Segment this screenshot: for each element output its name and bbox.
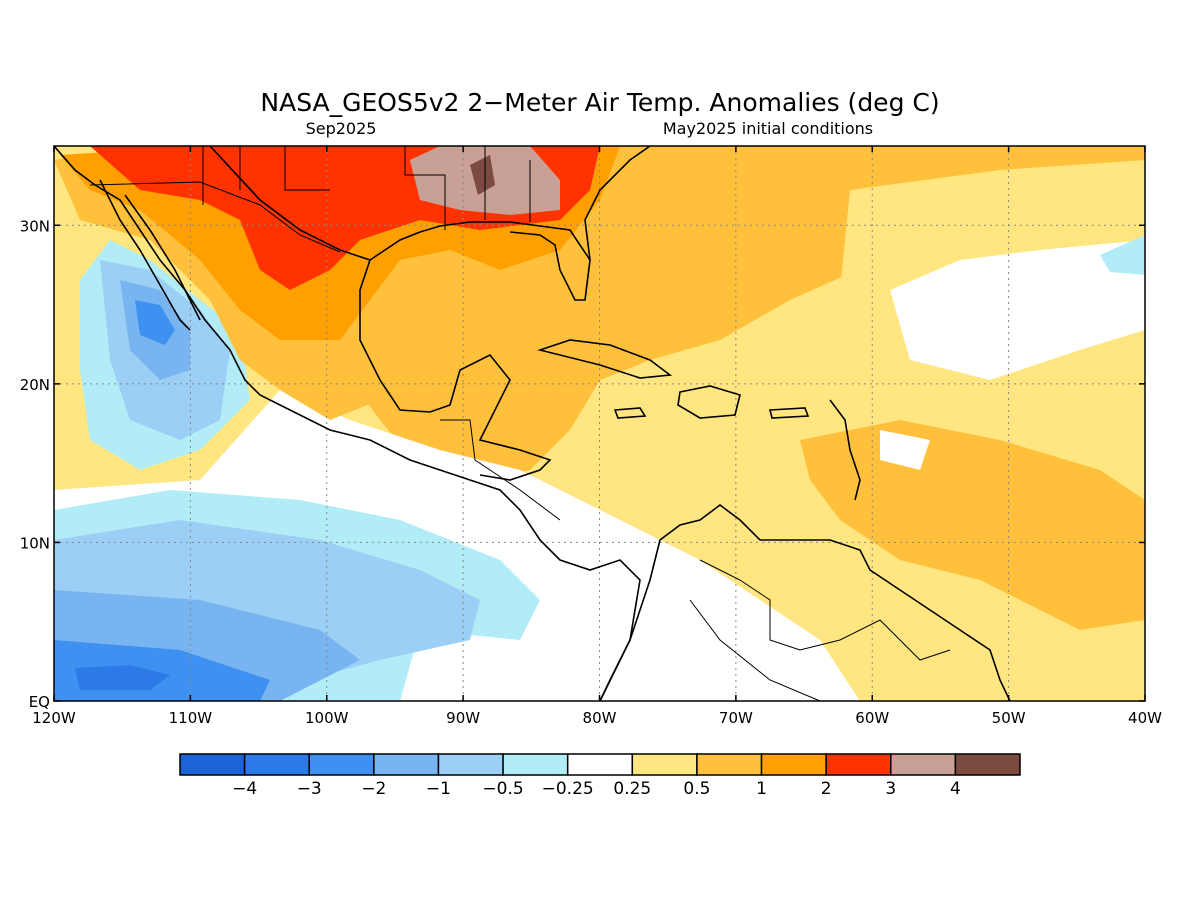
atlantic-cool-patch [1100,235,1145,275]
coastline-lesser-antilles [829,399,861,501]
coastline-gulf [209,146,591,481]
legend-label-5: −0.25 [542,779,594,799]
legend-label-0: −4 [232,779,257,799]
legend-label-7: 0.5 [683,779,710,799]
coastline-puerto-rico [768,407,810,419]
x-tick-label-6: 60W [855,709,889,727]
y-tick-label-1: 10N [20,534,50,552]
legend-swatch-6 [566,753,634,776]
legend-label-11: 4 [950,779,961,799]
coastline-hispaniola [677,385,741,419]
coastline-jamaica [613,407,647,419]
y-tick-label-2: 20N [20,376,50,394]
pacific-cool-strongest [75,665,170,690]
coastlines [54,146,1011,701]
legend-label-3: −1 [426,779,451,799]
legend-swatch-0 [179,753,246,776]
x-tick-label-3: 90W [446,709,480,727]
x-tick-label-5: 70W [719,709,753,727]
x-tick-label-4: 80W [583,709,617,727]
y-axis: EQ 10N 20N 30N [20,217,1145,711]
legend-swatch-1 [243,753,310,776]
atlantic-near-zero-patch [890,240,1145,380]
colorbar-legend: −4 −3 −2 −1 −0.5 −0.25 0.25 0.5 1 2 3 4 [179,753,1021,799]
x-tick-label-2: 100W [305,709,349,727]
figure-title: NASA_GEOS5v2 2−Meter Air Temp. Anomalies… [260,88,939,117]
figure-subtitle-init: May2025 initial conditions [663,119,873,138]
x-tick-label-1: 110W [169,709,213,727]
legend-swatch-7 [631,753,698,776]
y-tick-label-3: 30N [20,217,50,235]
border-south-america [689,559,951,701]
legend-label-6: 0.25 [613,779,651,799]
pacific-cool-stronger-baja [135,300,175,345]
legend-swatch-11 [890,753,957,776]
coastline-cuba [537,339,673,379]
legend-swatch-3 [373,753,440,776]
legend-swatch-12 [954,753,1021,776]
legend-swatch-10 [825,753,892,776]
x-tick-label-7: 50W [992,709,1026,727]
atlantic-near-zero-patch-2 [880,430,930,470]
y-tick-label-0: EQ [29,693,50,711]
legend-swatch-4 [437,753,504,776]
figure-subtitle-date: Sep2025 [306,119,377,138]
legend-label-9: 2 [821,779,832,799]
border-us-states [202,146,531,230]
coastline-south-america [599,504,1011,701]
map-gridlines [54,146,1145,701]
legend-swatch-5 [502,753,569,776]
border-central-america [440,419,561,521]
legend-label-8: 1 [756,779,767,799]
x-axis: 120W 110W 100W 90W 80W 70W 60W 50W 40W [32,146,1162,727]
legend-label-4: −0.5 [482,779,523,799]
mississippi-extreme-core [470,155,495,195]
coastline-us-east [584,146,651,261]
legend-label-1: −3 [297,779,322,799]
coastline-baja [99,179,201,331]
central-atlantic-moderate-anomaly [800,420,1145,630]
x-tick-label-8: 40W [1128,709,1162,727]
legend-swatch-2 [308,753,375,776]
coastline-pacific-mexico [54,146,641,701]
x-tick-label-0: 120W [32,709,76,727]
legend-label-10: 3 [885,779,896,799]
legend-swatch-8 [696,753,763,776]
legend-label-2: −2 [361,779,386,799]
border-us-mexico [89,181,341,253]
legend-swatch-9 [760,753,827,776]
country-borders [89,146,951,701]
anomaly-field [54,146,1145,701]
